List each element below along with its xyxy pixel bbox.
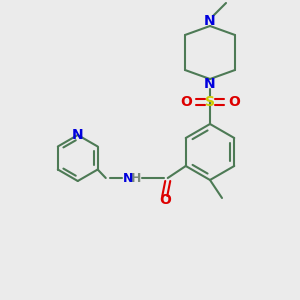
Text: O: O: [228, 95, 240, 109]
Text: H: H: [130, 172, 141, 184]
Text: N: N: [72, 128, 84, 142]
Text: O: O: [180, 95, 192, 109]
Text: O: O: [159, 193, 171, 207]
Text: S: S: [205, 95, 215, 109]
Text: N: N: [204, 77, 216, 91]
Text: N: N: [123, 172, 133, 184]
Text: N: N: [204, 14, 216, 28]
